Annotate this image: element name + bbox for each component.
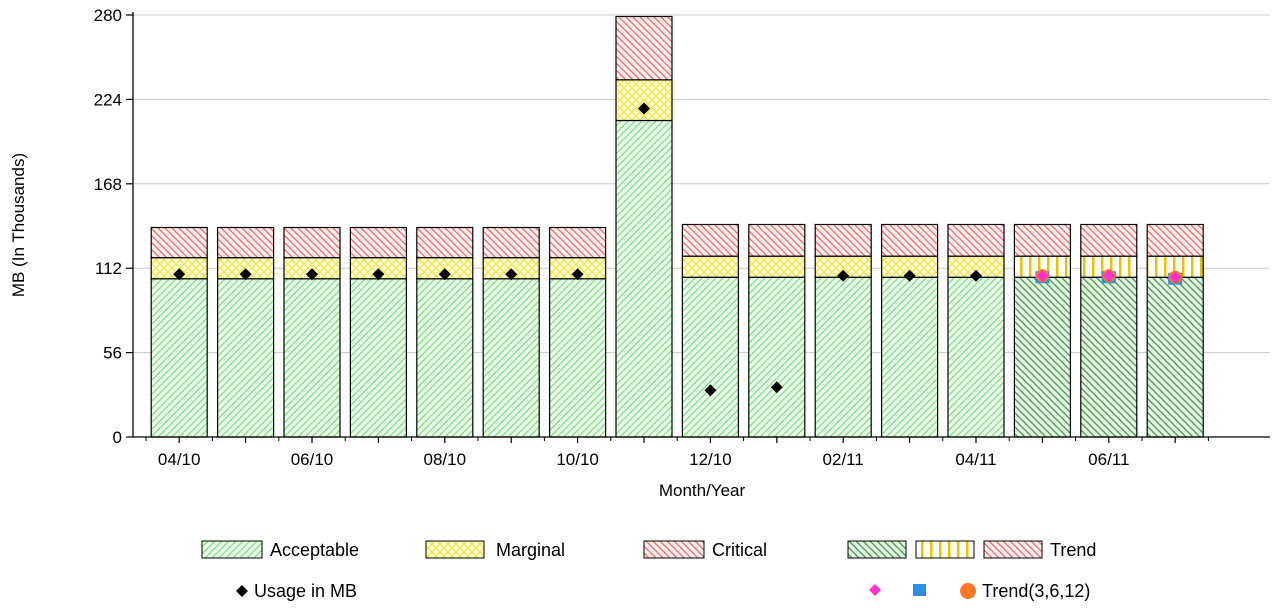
bar-acceptable-04-10: [150, 278, 208, 438]
bar-acceptable-03-11: [880, 276, 939, 438]
x-tick-label: 10/10: [556, 450, 599, 469]
bar-acceptable-02-11: [814, 276, 872, 438]
usage-point-05-10: [239, 268, 252, 281]
bar-acceptable-06-10: [283, 278, 341, 438]
x-tick-label: 06/11: [1088, 450, 1129, 469]
bar-critical-11-10: [615, 15, 673, 81]
bar-acceptable-07-11: [1146, 276, 1204, 438]
bar-critical-05-11: [1013, 223, 1072, 257]
bar-acceptable-05-10: [217, 278, 275, 438]
bar-acceptable-06-11: [1080, 276, 1138, 438]
usage-point-12-10: [704, 384, 717, 397]
x-axis-title: Month/Year: [659, 481, 746, 500]
legend-usage-diamond-icon: [236, 585, 248, 597]
bar-marginal-11-10: [615, 79, 673, 122]
bar-critical-04-11: [947, 223, 1005, 257]
bar-critical-08-10: [416, 226, 474, 259]
bar-critical-03-11: [880, 223, 939, 257]
bar-acceptable-04-11: [947, 276, 1005, 438]
bar-critical-05-10: [217, 226, 275, 259]
legend-swatch-acceptable: [201, 540, 263, 559]
x-tick-label: 04/11: [955, 450, 996, 469]
bar-critical-06-10: [283, 226, 341, 259]
x-tick-label: 08/10: [424, 450, 467, 469]
trend3-point-05-11: [1036, 269, 1049, 282]
trend3-point-07-11: [1169, 271, 1182, 284]
y-tick-label: 224: [94, 90, 122, 109]
y-axis-title: MB (In Thousands): [9, 153, 28, 297]
usage-point-11-10: [638, 102, 650, 115]
y-tick-label: 168: [94, 175, 122, 194]
markers: [173, 102, 1183, 397]
trend3-point-06-11: [1102, 269, 1115, 282]
bar-critical-02-11: [814, 223, 872, 257]
x-tick-label: 04/10: [158, 450, 201, 469]
legend-label-usage: Usage in MB: [254, 581, 357, 601]
bar-critical-12-10: [681, 223, 740, 257]
legend-trend6-square-icon: [913, 584, 926, 596]
bars: [150, 15, 1204, 438]
y-tick-label: 280: [94, 6, 122, 25]
bar-critical-10-10: [548, 226, 607, 259]
x-tick-label: 02/11: [823, 450, 864, 469]
bar-acceptable-08-10: [416, 278, 474, 438]
x-tick-label: 12/10: [689, 450, 732, 469]
y-tick-label: 0: [113, 428, 122, 447]
legend-swatch-trend-acceptable: [847, 540, 907, 559]
usage-point-03-11: [903, 269, 916, 282]
bar-critical-09-10: [482, 226, 540, 259]
bar-critical-01-11: [748, 223, 806, 257]
bar-acceptable-11-10: [615, 119, 673, 438]
legend-label-marginal: Marginal: [496, 540, 565, 560]
legend-swatch-marginal: [425, 540, 485, 559]
usage-point-01-11: [770, 381, 783, 394]
axes: 0 56 112 168 224 280 04/10 06/10 08/10 10/10 12/10…: [94, 6, 1270, 469]
usage-point-04-11: [970, 269, 982, 282]
bar-critical-04-10: [150, 226, 208, 259]
bar-acceptable-07-10: [349, 278, 407, 438]
usage-point-07-10: [372, 268, 385, 281]
usage-point-10-10: [571, 268, 584, 281]
usage-point-08-10: [438, 268, 451, 281]
legend-label-trend-3-6-12: Trend(3,6,12): [982, 581, 1090, 601]
bar-acceptable-05-11: [1013, 276, 1072, 438]
bar-critical-06-11: [1080, 223, 1138, 257]
usage-point-02-11: [837, 269, 850, 282]
bar-critical-07-10: [349, 226, 407, 259]
legend: Acceptable Marginal Critical Trend Usage…: [201, 540, 1096, 601]
legend-label-acceptable: Acceptable: [270, 540, 359, 560]
y-tick-label: 56: [103, 344, 122, 363]
bar-acceptable-12-10: [681, 276, 740, 438]
bar-marginal-12-10: [681, 255, 740, 278]
legend-label-trend: Trend: [1050, 540, 1096, 560]
usage-point-09-10: [505, 268, 518, 281]
bar-acceptable-01-11: [748, 276, 806, 438]
legend-swatch-trend-critical: [983, 540, 1043, 559]
bar-marginal-01-11: [748, 255, 806, 278]
legend-label-critical: Critical: [712, 540, 767, 560]
x-tick-label: 06/10: [291, 450, 334, 469]
bar-acceptable-10-10: [548, 278, 607, 438]
legend-swatch-critical: [643, 540, 705, 559]
bar-acceptable-09-10: [482, 278, 540, 438]
usage-point-04-10: [173, 268, 186, 281]
bar-critical-07-11: [1146, 223, 1204, 257]
y-tick-label: 112: [95, 259, 122, 278]
legend-trend12-circle-icon: [960, 583, 976, 599]
legend-trend3-diamond-icon: [869, 584, 881, 596]
usage-point-06-10: [306, 268, 318, 281]
legend-swatch-trend-marginal: [915, 540, 975, 559]
